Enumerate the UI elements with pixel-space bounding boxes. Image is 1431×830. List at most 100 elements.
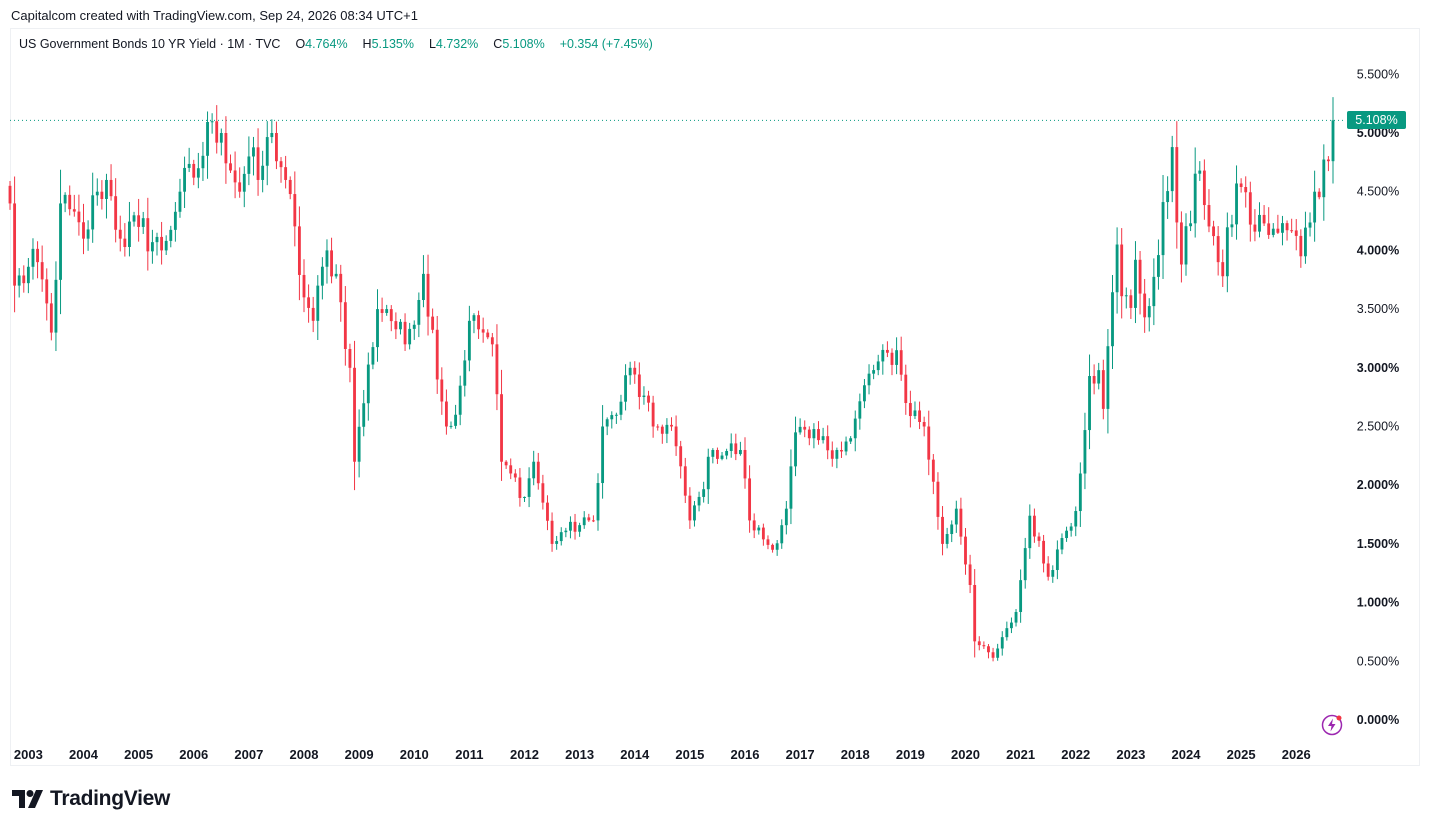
candle bbox=[1317, 188, 1321, 200]
candle-body bbox=[164, 240, 168, 251]
candle-body bbox=[826, 436, 830, 451]
candle-body bbox=[908, 403, 912, 417]
candle-body bbox=[105, 179, 108, 199]
candle bbox=[890, 348, 894, 376]
candle bbox=[959, 497, 963, 545]
candle bbox=[513, 469, 517, 482]
flash-icon[interactable] bbox=[1321, 714, 1343, 736]
candle bbox=[150, 229, 154, 264]
candle-body bbox=[210, 121, 214, 123]
candle bbox=[1042, 534, 1046, 573]
candle-body bbox=[931, 459, 935, 482]
candle bbox=[885, 341, 889, 358]
candle bbox=[288, 176, 292, 200]
x-tick-label: 2009 bbox=[345, 747, 374, 762]
candle bbox=[555, 535, 559, 550]
candle-body bbox=[1207, 205, 1211, 227]
candle-body bbox=[1124, 295, 1128, 297]
candle bbox=[628, 361, 632, 385]
candle-body bbox=[1010, 622, 1013, 629]
candle-body bbox=[761, 527, 765, 540]
candle-body bbox=[725, 450, 729, 456]
candle-body bbox=[564, 530, 568, 533]
candle-body bbox=[624, 375, 627, 402]
candle-body bbox=[633, 367, 637, 375]
tradingview-brand[interactable]: TradingView bbox=[12, 787, 170, 811]
symbol-legend[interactable]: US Government Bonds 10 YR Yield · 1M · T… bbox=[19, 37, 653, 51]
y-tick-label: 0.500% bbox=[1357, 654, 1399, 668]
candle bbox=[343, 286, 347, 366]
candle bbox=[895, 337, 899, 375]
chart-pane[interactable] bbox=[10, 28, 1420, 766]
candle bbox=[1294, 219, 1298, 251]
y-tick-label: 1.000% bbox=[1357, 596, 1399, 610]
candle-body bbox=[348, 349, 352, 368]
candle-body bbox=[196, 168, 200, 178]
candle-body bbox=[977, 641, 981, 646]
candle bbox=[472, 313, 476, 334]
candle-body bbox=[449, 425, 453, 427]
candle-body bbox=[918, 410, 921, 423]
candle bbox=[1216, 226, 1220, 276]
candle-body bbox=[523, 496, 526, 498]
candle bbox=[688, 487, 692, 529]
candle-body bbox=[458, 385, 462, 415]
candle bbox=[536, 452, 540, 490]
candle-body bbox=[628, 367, 632, 376]
x-tick-label: 2003 bbox=[14, 747, 43, 762]
candle bbox=[242, 166, 246, 208]
candle bbox=[794, 416, 797, 477]
candle-body bbox=[330, 250, 333, 277]
time-axis[interactable]: 2003 2004 2005 2006 2007 2008 2009 2010 2011 2012… bbox=[14, 747, 1311, 762]
candle-body bbox=[307, 297, 311, 308]
candle bbox=[376, 289, 379, 362]
candle bbox=[559, 527, 563, 546]
candle bbox=[1106, 329, 1110, 434]
x-tick-label: 2015 bbox=[675, 747, 704, 762]
candle-body bbox=[49, 303, 53, 333]
candle-body bbox=[817, 429, 820, 441]
x-tick-label: 2005 bbox=[124, 747, 153, 762]
candle-body bbox=[853, 418, 857, 439]
candle-body bbox=[320, 266, 324, 286]
candle bbox=[13, 176, 17, 313]
price-axis[interactable]: 0.000% 0.500% 1.000% 1.500% 2.000% 2.500% 3.00… bbox=[1357, 67, 1399, 727]
candle-body bbox=[141, 218, 145, 227]
candle-body bbox=[895, 350, 899, 365]
candle-body bbox=[293, 194, 297, 227]
candle bbox=[339, 264, 343, 322]
candle-body bbox=[706, 456, 710, 490]
candle-body bbox=[169, 229, 173, 241]
candle-body bbox=[1331, 120, 1335, 162]
candle-body bbox=[343, 302, 347, 350]
candle bbox=[573, 513, 577, 540]
y-tick-label: 3.500% bbox=[1357, 302, 1399, 316]
candle-body bbox=[206, 121, 209, 156]
candle-body bbox=[775, 543, 779, 550]
candle bbox=[334, 264, 338, 279]
candle bbox=[619, 394, 623, 421]
candle-body bbox=[1225, 227, 1229, 277]
candle-body bbox=[729, 443, 733, 451]
candle bbox=[320, 257, 324, 300]
candle-body bbox=[1088, 376, 1091, 431]
candle-body bbox=[297, 226, 301, 275]
candle-body bbox=[991, 652, 995, 658]
candle-body bbox=[936, 481, 940, 517]
candle bbox=[987, 643, 990, 659]
candle-body bbox=[353, 367, 356, 462]
candle bbox=[578, 522, 582, 537]
candle bbox=[844, 436, 848, 456]
candle-body bbox=[36, 248, 39, 263]
candle-body bbox=[45, 279, 49, 304]
candle-body bbox=[1175, 147, 1179, 223]
candle bbox=[325, 239, 329, 284]
candle bbox=[481, 317, 485, 343]
candle-body bbox=[840, 449, 843, 452]
candle bbox=[835, 447, 839, 469]
candle-body bbox=[394, 321, 398, 330]
candle-body bbox=[389, 309, 393, 322]
y-tick-label: 5.000% bbox=[1357, 126, 1399, 140]
candle bbox=[1092, 364, 1096, 395]
